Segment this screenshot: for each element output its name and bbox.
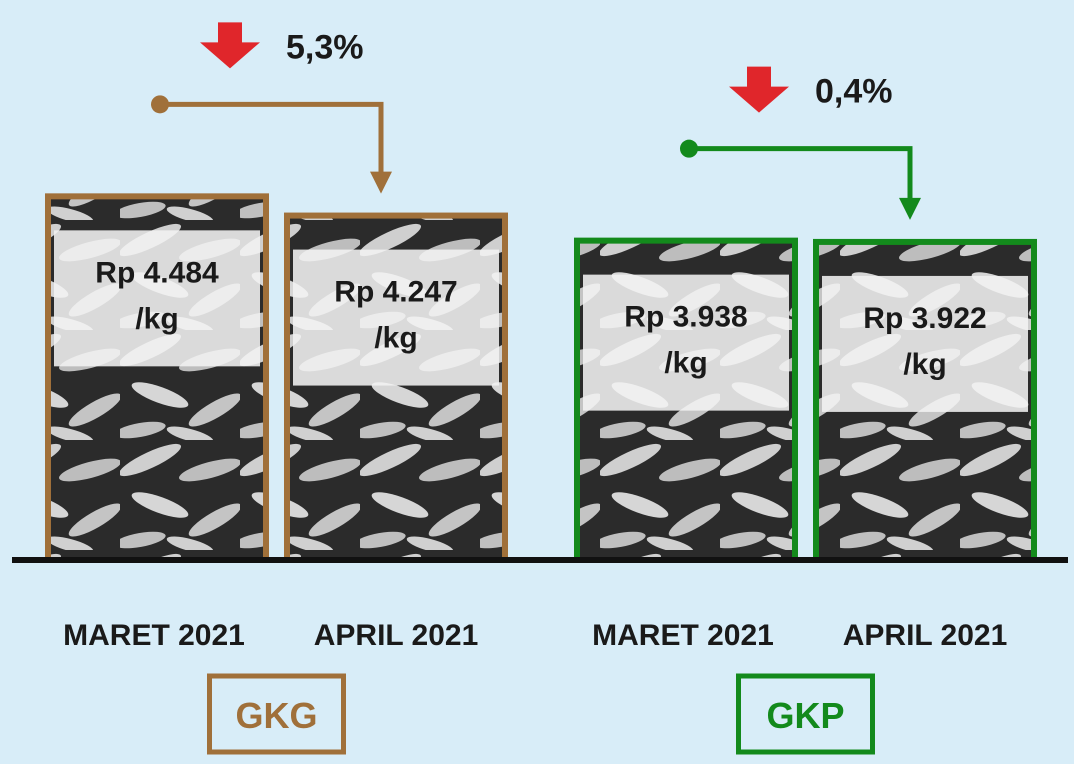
value-unit-label: /kg xyxy=(374,322,417,355)
value-unit-label: /kg xyxy=(135,302,178,335)
group-label-box xyxy=(736,673,875,755)
down-arrow-icon xyxy=(729,66,789,113)
value-label: Rp 4.484 xyxy=(95,256,219,289)
value-label-box xyxy=(822,275,1028,412)
value-label: Rp 4.247 xyxy=(334,276,457,309)
chart-marks: Rp 4.484/kg MARET 2021 Rp 4.247/kg APRIL 20… xyxy=(12,22,1068,755)
group-label: GKG xyxy=(235,695,317,736)
change-percent-label: 5,3% xyxy=(286,28,364,66)
value-label-box xyxy=(583,274,789,411)
category-label: APRIL 2021 xyxy=(314,619,479,652)
connector-arrowhead xyxy=(899,197,921,220)
value-label: Rp 3.938 xyxy=(624,301,747,334)
value-unit-label: /kg xyxy=(903,348,946,381)
category-label: MARET 2021 xyxy=(592,619,774,652)
connector-line xyxy=(689,146,913,204)
down-arrow-icon xyxy=(200,22,260,69)
value-label-box xyxy=(293,249,499,386)
category-label: APRIL 2021 xyxy=(843,619,1008,652)
group-label-box xyxy=(207,673,346,755)
value-unit-label: /kg xyxy=(664,347,707,380)
connector-line xyxy=(160,101,384,178)
connector-arrowhead xyxy=(370,171,392,194)
category-label: MARET 2021 xyxy=(63,619,245,652)
group-label: GKP xyxy=(766,695,844,736)
value-label: Rp 3.922 xyxy=(863,302,986,335)
change-percent-label: 0,4% xyxy=(815,73,893,111)
value-label-box xyxy=(54,230,260,367)
